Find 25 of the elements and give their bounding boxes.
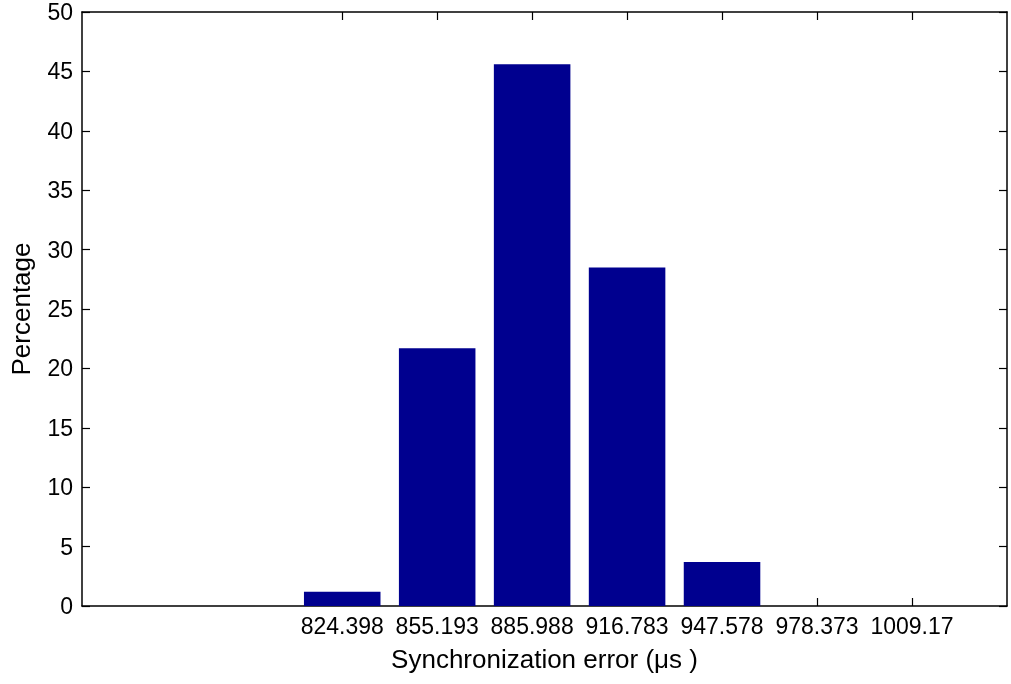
y-tick-label: 45 — [47, 58, 73, 85]
bar — [683, 562, 761, 606]
y-tick-label: 5 — [60, 533, 73, 560]
y-tick-label: 40 — [47, 117, 73, 144]
bar — [588, 267, 666, 606]
x-tick-label: 978.373 — [775, 612, 859, 639]
x-tick-label: 885.988 — [490, 612, 574, 639]
x-axis-title: Synchronization error (μs ) — [391, 644, 698, 674]
x-tick-label: 916.783 — [585, 612, 669, 639]
y-tick-label: 35 — [47, 177, 73, 204]
y-tick-label: 0 — [60, 593, 73, 619]
bar — [493, 64, 571, 606]
x-tick-label: 947.578 — [680, 612, 764, 639]
y-tick-label: 20 — [47, 355, 73, 382]
x-tick-label: 1009.17 — [870, 612, 954, 639]
y-tick-label: 30 — [47, 236, 73, 263]
y-tick-label: 15 — [47, 414, 73, 441]
bar — [398, 348, 476, 606]
y-tick-label: 50 — [47, 0, 73, 25]
bar — [303, 591, 381, 606]
y-tick-label: 10 — [47, 474, 73, 501]
x-tick-label: 855.193 — [395, 612, 479, 639]
y-tick-label: 25 — [47, 296, 73, 322]
x-tick-label: 824.398 — [300, 612, 384, 639]
y-axis-title: Percentage — [6, 242, 36, 376]
